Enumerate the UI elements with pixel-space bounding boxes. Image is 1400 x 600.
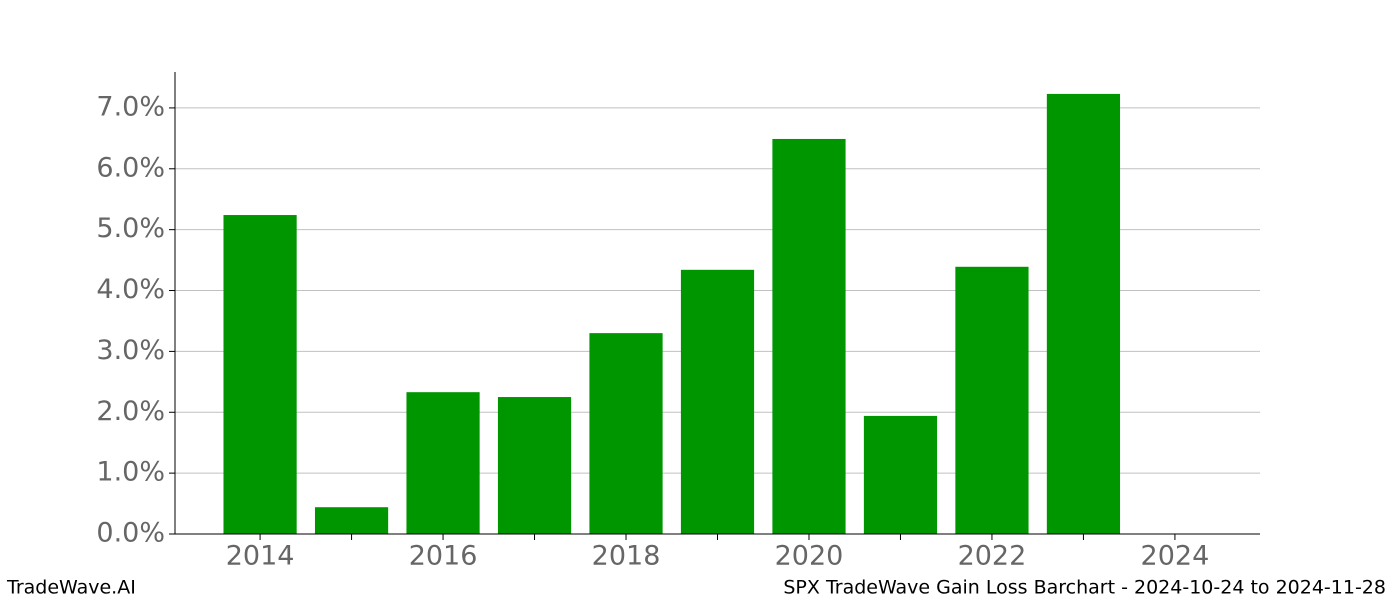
x-tick-label: 2020 [775, 541, 844, 572]
bar [497, 397, 572, 534]
y-tick-label: 0.0% [96, 518, 165, 549]
x-tick-label: 2018 [592, 541, 661, 572]
bar [680, 269, 755, 534]
bar [314, 507, 389, 534]
x-tick-label: 2014 [226, 541, 295, 572]
y-tick-label: 1.0% [96, 457, 165, 488]
bar [863, 415, 938, 534]
bar [589, 333, 663, 534]
bar [406, 392, 480, 534]
y-tick-label: 7.0% [96, 91, 165, 122]
y-tick-label: 3.0% [96, 335, 165, 366]
x-tick-label: 2016 [409, 541, 478, 572]
y-tick-label: 4.0% [96, 274, 165, 305]
bar [955, 266, 1029, 534]
bar [223, 215, 297, 535]
bar [772, 138, 846, 534]
y-tick-label: 6.0% [96, 152, 165, 183]
x-tick-label: 2022 [958, 541, 1027, 572]
bar [1046, 93, 1121, 535]
y-tick-label: 2.0% [96, 396, 165, 427]
x-tick-label: 2024 [1141, 541, 1210, 572]
y-tick-label: 5.0% [96, 213, 165, 244]
watermark: TradeWave.AI [6, 577, 136, 599]
chart-title: SPX TradeWave Gain Loss Barchart - 2024-… [783, 577, 1386, 599]
